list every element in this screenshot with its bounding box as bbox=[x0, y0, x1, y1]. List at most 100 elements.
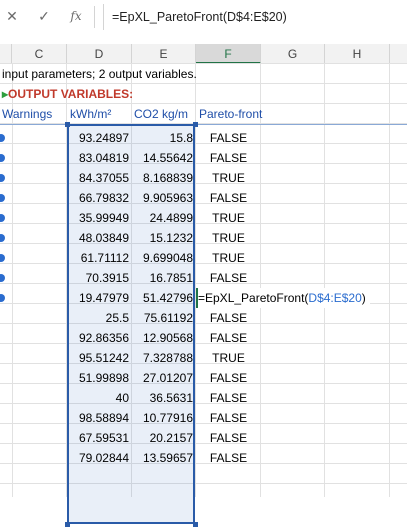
cell-kwh[interactable]: 35.99949 bbox=[78, 211, 129, 225]
cell-pareto-front[interactable]: FALSE bbox=[209, 411, 248, 425]
cell-pareto-front[interactable]: FALSE bbox=[209, 371, 248, 385]
row-status-dot bbox=[0, 154, 5, 162]
cell-co2[interactable]: 27.01207 bbox=[142, 371, 193, 385]
cell-pareto-front[interactable]: TRUE bbox=[212, 351, 245, 365]
cell-kwh[interactable]: 51.99898 bbox=[78, 371, 129, 385]
range-handle-top-right[interactable] bbox=[193, 122, 198, 127]
cell-pareto-front[interactable]: TRUE bbox=[212, 231, 245, 245]
cell-co2[interactable]: 8.168839 bbox=[142, 171, 193, 185]
cell-co2[interactable]: 7.328788 bbox=[142, 351, 193, 365]
range-handle-top-left[interactable] bbox=[65, 122, 70, 127]
cell-kwh[interactable]: 67.59531 bbox=[78, 431, 129, 445]
row-gridline bbox=[0, 203, 407, 204]
cell-kwh[interactable]: 70.3915 bbox=[85, 271, 129, 285]
row-gridline bbox=[0, 363, 407, 364]
formula-input[interactable]: =EpXL_ParetoFront(D$4:E$20) bbox=[103, 4, 407, 30]
cancel-icon[interactable]: ✕ bbox=[6, 8, 18, 24]
cell-co2[interactable]: 16.7851 bbox=[149, 271, 193, 285]
row-status-dot bbox=[0, 234, 5, 242]
column-header-d[interactable]: D bbox=[67, 44, 132, 64]
fx-icon[interactable]: fx bbox=[70, 9, 82, 23]
description-cell[interactable]: input parameters; 2 output variables. bbox=[2, 67, 197, 81]
row-status-dot bbox=[0, 194, 5, 202]
cell-pareto-front[interactable]: FALSE bbox=[209, 131, 248, 145]
row-gridline bbox=[0, 103, 407, 104]
formula-edit-cell[interactable]: =EpXL_ParetoFront(D$4:E$20) bbox=[198, 288, 370, 308]
cell-pareto-front[interactable]: TRUE bbox=[212, 251, 245, 265]
cell-co2[interactable]: 15.1232 bbox=[149, 231, 193, 245]
column-header-h[interactable]: H bbox=[325, 44, 390, 64]
cell-co2[interactable]: 20.2157 bbox=[149, 431, 193, 445]
column-header-i[interactable] bbox=[390, 44, 407, 64]
column-header-b[interactable] bbox=[0, 44, 12, 64]
cell-pareto-front[interactable]: FALSE bbox=[209, 331, 248, 345]
row-gridline bbox=[0, 483, 407, 484]
column-header-e[interactable]: E bbox=[132, 44, 196, 64]
worksheet-grid[interactable]: input parameters; 2 output variables. ▸O… bbox=[0, 63, 407, 527]
cell-co2[interactable]: 9.699048 bbox=[142, 251, 193, 265]
cell-co2[interactable]: 24.4899 bbox=[149, 211, 193, 225]
cell-pareto-front[interactable]: TRUE bbox=[212, 171, 245, 185]
row-gridline bbox=[0, 343, 407, 344]
row-gridline bbox=[0, 83, 407, 84]
row-status-dot bbox=[0, 174, 5, 182]
cell-co2[interactable]: 13.59657 bbox=[142, 451, 193, 465]
cell-co2[interactable]: 9.905963 bbox=[142, 191, 193, 205]
cell-kwh[interactable]: 48.03849 bbox=[78, 231, 129, 245]
cell-kwh[interactable]: 83.04819 bbox=[78, 151, 129, 165]
cell-pareto-front[interactable]: FALSE bbox=[209, 391, 248, 405]
row-gridline bbox=[0, 323, 407, 324]
row-status-dot bbox=[0, 214, 5, 222]
row-gridline bbox=[0, 143, 407, 144]
selected-range-d4-e20[interactable] bbox=[67, 124, 195, 524]
range-handle-bottom-right[interactable] bbox=[193, 522, 198, 527]
cell-co2[interactable]: 75.61192 bbox=[143, 311, 193, 325]
cell-pareto-front[interactable]: FALSE bbox=[209, 191, 248, 205]
column-header-f[interactable]: F bbox=[196, 44, 261, 64]
column-header-c[interactable]: C bbox=[12, 44, 67, 64]
header-pareto-front[interactable]: Pareto-front bbox=[199, 107, 263, 121]
cell-co2[interactable]: 14.55642 bbox=[142, 151, 193, 165]
row-gridline bbox=[0, 183, 407, 184]
row-status-dot bbox=[0, 294, 5, 302]
row-status-dot bbox=[0, 254, 5, 262]
cell-co2[interactable]: 12.90568 bbox=[142, 331, 193, 345]
output-variables-heading[interactable]: ▸OUTPUT VARIABLES: bbox=[2, 87, 134, 101]
row-gridline bbox=[0, 463, 407, 464]
header-warnings[interactable]: Warnings bbox=[2, 107, 53, 121]
cell-kwh[interactable]: 19.47979 bbox=[78, 291, 129, 305]
cell-co2[interactable]: 15.8 bbox=[169, 131, 193, 145]
cell-pareto-front[interactable]: TRUE bbox=[212, 211, 245, 225]
row-gridline bbox=[0, 403, 407, 404]
header-kwh[interactable]: kWh/m² bbox=[70, 107, 112, 121]
cell-kwh[interactable]: 98.58894 bbox=[78, 411, 129, 425]
cell-kwh[interactable]: 79.02844 bbox=[78, 451, 129, 465]
cell-kwh[interactable]: 92.86356 bbox=[78, 331, 129, 345]
row-gridline bbox=[0, 63, 407, 64]
cell-pareto-front[interactable]: FALSE bbox=[209, 431, 248, 445]
cell-kwh[interactable]: 40 bbox=[115, 391, 129, 405]
row-gridline bbox=[0, 383, 407, 384]
row-gridline bbox=[0, 423, 407, 424]
row-status-dot bbox=[0, 134, 5, 142]
range-handle-bottom-left[interactable] bbox=[65, 522, 70, 527]
cell-pareto-front[interactable]: FALSE bbox=[209, 451, 248, 465]
cell-kwh[interactable]: 66.79832 bbox=[78, 191, 129, 205]
row-gridline bbox=[0, 163, 407, 164]
column-header-g[interactable]: G bbox=[261, 44, 325, 64]
cell-pareto-front[interactable]: FALSE bbox=[209, 311, 248, 325]
cell-kwh[interactable]: 61.71112 bbox=[80, 251, 129, 265]
cell-co2[interactable]: 51.42796 bbox=[142, 291, 193, 305]
cell-kwh[interactable]: 84.37055 bbox=[78, 171, 129, 185]
cell-kwh[interactable]: 95.51242 bbox=[78, 351, 129, 365]
header-co2[interactable]: CO2 kg/m bbox=[134, 107, 189, 121]
cell-kwh[interactable]: 93.24897 bbox=[78, 131, 129, 145]
cell-kwh[interactable]: 25.5 bbox=[105, 311, 129, 325]
row-gridline bbox=[0, 283, 407, 284]
cell-co2[interactable]: 36.5631 bbox=[149, 391, 193, 405]
enter-icon[interactable]: ✓ bbox=[38, 8, 50, 24]
cell-co2[interactable]: 10.77916 bbox=[142, 411, 193, 425]
row-gridline bbox=[0, 223, 407, 224]
cell-pareto-front[interactable]: FALSE bbox=[209, 271, 248, 285]
cell-pareto-front[interactable]: FALSE bbox=[209, 151, 248, 165]
